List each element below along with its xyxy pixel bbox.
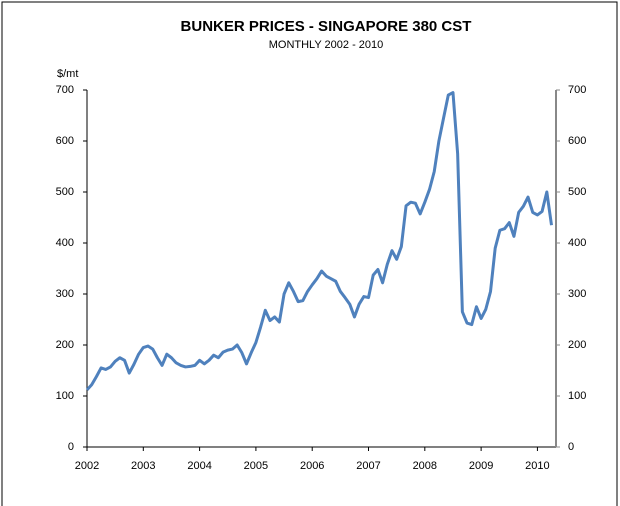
y2-tick-label: 0 — [568, 441, 574, 453]
x-tick-label: 2007 — [356, 460, 380, 472]
y2-tick-label: 600 — [568, 135, 586, 147]
x-tick-label: 2010 — [525, 460, 549, 472]
y-tick-label: 300 — [56, 288, 74, 300]
y-tick-label: 700 — [56, 84, 74, 96]
y2-tick-label: 200 — [568, 339, 586, 351]
x-tick-label: 2009 — [469, 460, 493, 472]
x-tick-label: 2004 — [187, 460, 211, 472]
price-line — [85, 91, 553, 391]
x-tick-label: 2005 — [244, 460, 268, 472]
y-tick-label: 200 — [56, 339, 74, 351]
x-tick-label: 2003 — [131, 460, 155, 472]
y2-tick-label: 300 — [568, 288, 586, 300]
chart-title: BUNKER PRICES - SINGAPORE 380 CST — [181, 18, 472, 35]
y2-tick-label: 400 — [568, 237, 586, 249]
x-tick-label: 2008 — [413, 460, 437, 472]
y-tick-label: 600 — [56, 135, 74, 147]
y-tick-label: 100 — [56, 390, 74, 402]
y-axis-label: $/mt — [57, 68, 78, 80]
x-tick-label: 2002 — [75, 460, 99, 472]
y-tick-label: 500 — [56, 186, 74, 198]
y2-tick-label: 700 — [568, 84, 586, 96]
y-tick-label: 400 — [56, 237, 74, 249]
y-tick-label: 0 — [68, 441, 74, 453]
y2-tick-label: 500 — [568, 186, 586, 198]
x-tick-label: 2006 — [300, 460, 324, 472]
chart-subtitle: MONTHLY 2002 - 2010 — [269, 39, 384, 51]
y2-tick-label: 100 — [568, 390, 586, 402]
